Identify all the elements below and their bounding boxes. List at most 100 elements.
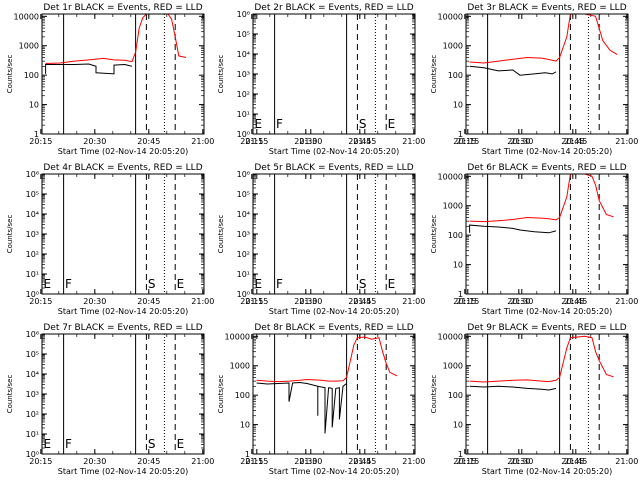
- y-tick-label: 10⁵: [237, 190, 250, 199]
- x-tick-label: 20:30: [294, 297, 317, 306]
- x-tick-label: 21:00: [615, 137, 638, 146]
- x-tick-label: 21:30: [299, 137, 322, 146]
- event-marker-f: F: [276, 117, 283, 131]
- y-tick-label: 1: [458, 130, 463, 139]
- x-tick-label: 20:45: [561, 137, 584, 146]
- plot-area: [469, 334, 614, 454]
- y-tick-label: 10⁶: [26, 330, 39, 339]
- x-axis-label: Start Time (02-Nov-14 20:05:20): [58, 307, 188, 316]
- y-tick-label: 10³: [237, 70, 250, 79]
- y-tick-label: 10000: [438, 172, 463, 181]
- panel-title: Det 9r BLACK = Events, RED = LLD: [467, 323, 626, 333]
- event-marker-e: E: [177, 437, 185, 451]
- x-tick-label: 21:45: [353, 137, 376, 146]
- panel-title: Det 7r BLACK = Events, RED = LLD: [43, 323, 202, 333]
- y-tick-label: 100: [24, 71, 39, 80]
- y-tick-label: 100: [448, 71, 463, 80]
- y-tick-label: 1: [458, 450, 463, 459]
- x-tick-label: 21:45: [353, 297, 376, 306]
- x-tick-label: 21:00: [191, 137, 214, 146]
- panel-title: Det 3r BLACK = Events, RED = LLD: [467, 3, 626, 13]
- event-marker-f: F: [276, 277, 283, 291]
- panel-title: Det 8r BLACK = Events, RED = LLD: [254, 323, 413, 333]
- plot-area: [469, 14, 618, 134]
- lld-series-line: [256, 336, 398, 383]
- y-tick-label: 1000: [443, 42, 463, 51]
- x-tick-label: 20:15: [453, 297, 476, 306]
- x-axis-label: Start Time (02-Nov-14 20:05:20): [482, 307, 612, 316]
- plot-frame: [465, 173, 629, 295]
- y-axis-label: Counts/sec: [430, 55, 438, 94]
- x-tick-label: 20:15: [240, 137, 263, 146]
- y-axis-label: Counts/sec: [430, 375, 438, 414]
- y-tick-label: 10¹: [26, 430, 39, 439]
- events-series-line: [469, 385, 557, 391]
- event-marker-s: S: [359, 277, 367, 291]
- panel-2: Det 2r BLACK = Events, RED = LLD Counts/s…: [217, 3, 587, 156]
- y-tick-label: 10: [453, 261, 463, 270]
- plot-frame: [41, 333, 205, 455]
- x-tick-label: 21:30: [510, 137, 533, 146]
- plot-frame: [252, 13, 416, 135]
- y-tick-label: 10²: [237, 250, 250, 259]
- panel-title: Det 5r BLACK = Events, RED = LLD: [254, 163, 413, 173]
- event-marker-s: S: [359, 117, 367, 131]
- x-tick-label: 20:45: [137, 137, 160, 146]
- y-tick-label: 10⁴: [237, 210, 250, 219]
- x-tick-label: 20:30: [507, 457, 530, 466]
- y-tick-label: 1000: [443, 362, 463, 371]
- event-marker-s: S: [148, 437, 156, 451]
- panel-4: Det 4r BLACK = Events, RED = LLD Counts/s…: [6, 163, 376, 316]
- event-marker-e: E: [43, 277, 51, 291]
- panel-8: Det 8r BLACK = Events, RED = LLD Counts/s…: [217, 323, 587, 476]
- events-series-line: [45, 63, 133, 75]
- y-tick-label: 100: [235, 391, 250, 400]
- x-tick-label: 20:15: [240, 297, 263, 306]
- event-marker-e: E: [254, 117, 262, 131]
- x-tick-label: 21:15: [245, 297, 268, 306]
- x-tick-label: 21:45: [564, 457, 587, 466]
- x-tick-label: 20:45: [348, 457, 371, 466]
- plot-area: [45, 14, 187, 134]
- x-tick-label: 21:30: [510, 297, 533, 306]
- y-tick-label: 10000: [438, 332, 463, 341]
- x-tick-label: 21:15: [245, 457, 268, 466]
- x-tick-label: 21:00: [402, 457, 425, 466]
- x-tick-label: 20:15: [29, 457, 52, 466]
- event-marker-f: F: [65, 437, 72, 451]
- x-tick-label: 21:45: [353, 457, 376, 466]
- y-tick-label: 10000: [438, 12, 463, 21]
- event-marker-e: E: [388, 277, 396, 291]
- y-tick-label: 10³: [26, 230, 39, 239]
- x-tick-label: 20:15: [29, 137, 52, 146]
- y-tick-label: 1000: [230, 362, 250, 371]
- x-tick-label: 21:00: [615, 457, 638, 466]
- y-axis-label: Counts/sec: [217, 55, 225, 94]
- y-axis-label: Counts/sec: [430, 215, 438, 254]
- x-tick-label: 20:45: [348, 297, 371, 306]
- x-tick-label: 21:45: [564, 137, 587, 146]
- plot-area: [256, 334, 398, 454]
- y-tick-label: 10²: [237, 90, 250, 99]
- y-tick-label: 10¹: [26, 270, 39, 279]
- event-marker-e: E: [254, 277, 262, 291]
- plot-area: [469, 174, 614, 294]
- x-tick-label: 21:00: [191, 457, 214, 466]
- x-tick-label: 20:45: [561, 457, 584, 466]
- panel-1: Det 1r BLACK = Events, RED = LLD Counts/s…: [6, 3, 376, 156]
- y-tick-label: 10: [453, 421, 463, 430]
- y-axis-label: Counts/sec: [217, 375, 225, 414]
- x-axis-label: Start Time (02-Nov-14 20:05:20): [58, 147, 188, 156]
- y-tick-label: 10⁰: [237, 130, 250, 139]
- panel-9: Det 9r BLACK = Events, RED = LLD Counts/s…: [430, 323, 638, 476]
- y-tick-label: 1000: [443, 202, 463, 211]
- panel-title: Det 4r BLACK = Events, RED = LLD: [43, 163, 202, 173]
- event-marker-e: E: [388, 117, 396, 131]
- event-marker-e: E: [43, 437, 51, 451]
- y-tick-label: 10⁵: [237, 30, 250, 39]
- y-tick-label: 10⁶: [237, 170, 250, 179]
